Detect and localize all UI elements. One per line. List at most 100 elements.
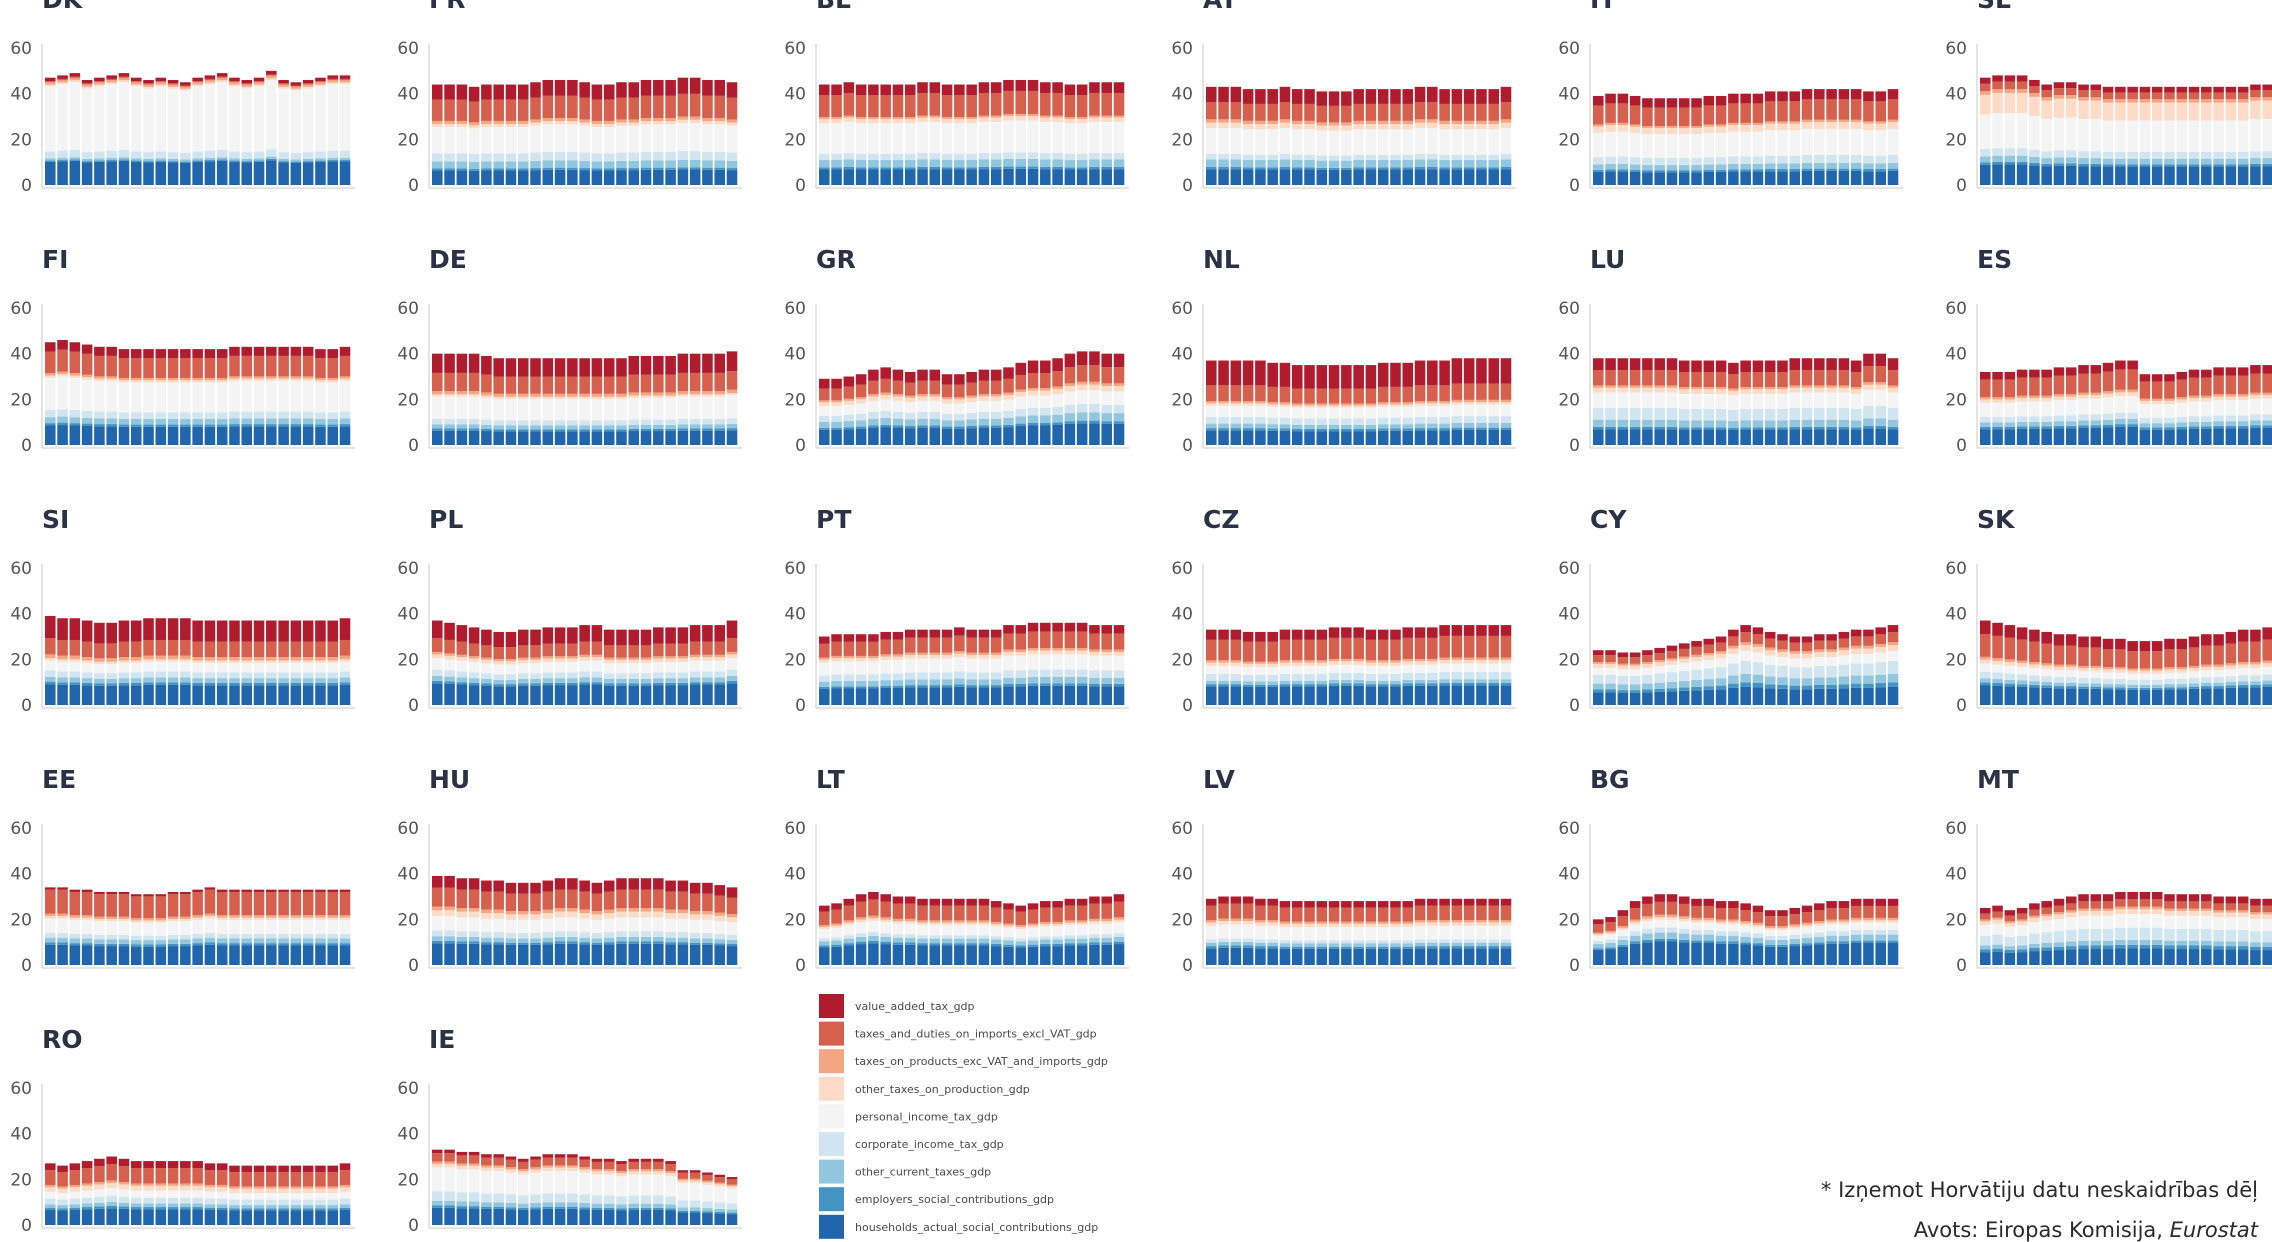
bar-segment: [444, 354, 455, 373]
bar-segment: [868, 401, 879, 412]
bar-pl-13: [579, 625, 590, 705]
bar-segment: [2140, 152, 2151, 159]
bar-segment: [917, 118, 928, 122]
bar-segment: [1317, 168, 1328, 170]
bar-segment: [917, 401, 928, 412]
bar-segment: [444, 888, 455, 907]
bar-segment: [530, 945, 541, 965]
bar-segment: [567, 678, 578, 683]
bar-segment: [327, 672, 338, 678]
bar-segment: [469, 162, 480, 169]
bar-segment: [2054, 400, 2065, 415]
bar-segment: [1452, 89, 1463, 104]
bar-segment: [1218, 428, 1229, 430]
bar-segment: [690, 167, 701, 169]
bar-segment: [303, 418, 314, 424]
bar-gr-1: [819, 379, 830, 445]
bar-segment: [340, 934, 351, 939]
bar-es-2: [1992, 372, 2003, 445]
bar-segment: [1231, 119, 1242, 122]
bar-segment: [1476, 124, 1487, 129]
bar-segment: [2262, 425, 2272, 427]
bar-segment: [432, 654, 443, 658]
bar-segment: [690, 424, 701, 428]
bar-segment: [119, 157, 130, 159]
bar-lu-7: [1667, 358, 1678, 445]
bar-it-18: [1802, 89, 1813, 185]
bar-segment: [1378, 640, 1389, 660]
bar-segment: [1390, 663, 1401, 666]
bar-segment: [930, 122, 941, 153]
bar-segment: [205, 914, 216, 916]
bar-segment: [327, 920, 338, 934]
bar-segment: [2066, 166, 2077, 185]
bar-segment: [291, 621, 302, 642]
bar-segment: [1366, 684, 1377, 686]
bar-segment: [493, 665, 504, 675]
bar-segment: [1415, 680, 1426, 684]
bar-segment: [192, 85, 203, 87]
bar-segment: [1789, 156, 1800, 164]
bar-segment: [592, 431, 603, 445]
bar-segment: [2041, 119, 2052, 151]
bar-segment: [1740, 661, 1751, 674]
bar-segment: [168, 939, 179, 944]
bar-segment: [291, 86, 302, 87]
bar-segment: [278, 83, 289, 84]
bar-segment: [1704, 361, 1715, 373]
bar-segment: [229, 376, 240, 378]
bar-dk-25: [340, 75, 351, 185]
bar-segment: [2054, 82, 2065, 88]
bar-si-17: [241, 621, 252, 705]
bar-segment: [432, 391, 443, 394]
bar-segment: [1427, 123, 1438, 128]
bar-segment: [979, 653, 990, 655]
bar-segment: [1814, 657, 1825, 666]
bar-segment: [844, 377, 855, 387]
bar-segment: [2041, 682, 2052, 685]
bar-segment: [266, 685, 277, 705]
bar-segment: [543, 377, 554, 394]
bar-cz-2: [1218, 630, 1229, 705]
bar-segment: [2017, 661, 2028, 663]
bar-segment: [340, 84, 351, 150]
bar-segment: [1654, 420, 1665, 427]
bar-segment: [45, 677, 56, 682]
bar-se-13: [2127, 87, 2138, 185]
bar-segment: [1980, 95, 1991, 115]
bar-segment: [1353, 680, 1364, 684]
bar-segment: [94, 686, 105, 705]
bar-segment: [1593, 692, 1604, 705]
bar-segment: [1231, 663, 1242, 666]
bar-segment: [2250, 365, 2261, 373]
bar-segment: [518, 679, 529, 683]
bar-cz-11: [1329, 627, 1340, 705]
bar-segment: [1753, 627, 1764, 634]
bar-segment: [1341, 125, 1352, 130]
bar-segment: [1366, 663, 1377, 666]
bar-segment: [1728, 374, 1739, 389]
bar-segment: [241, 915, 252, 917]
bar-segment: [2226, 676, 2237, 682]
bar-segment: [106, 662, 117, 664]
bar-segment: [45, 352, 56, 373]
bar-de-23: [702, 354, 713, 445]
bar-segment: [2238, 681, 2249, 685]
bar-at-1: [1206, 87, 1217, 185]
bar-segment: [1716, 157, 1727, 164]
bar-segment: [979, 685, 990, 687]
bar-segment: [567, 399, 578, 420]
bar-segment: [1243, 681, 1254, 684]
bar-pl-4: [469, 627, 480, 705]
bar-segment: [1003, 367, 1014, 378]
bar-segment: [880, 411, 891, 418]
bar-segment: [1452, 660, 1463, 664]
bar-segment: [45, 933, 56, 938]
bar-segment: [966, 85, 977, 95]
bar-be-7: [893, 85, 904, 185]
bar-segment: [1243, 632, 1254, 642]
bar-segment: [917, 687, 928, 705]
bar-segment: [917, 93, 928, 116]
bar-segment: [1839, 370, 1850, 385]
bar-segment: [131, 81, 142, 82]
